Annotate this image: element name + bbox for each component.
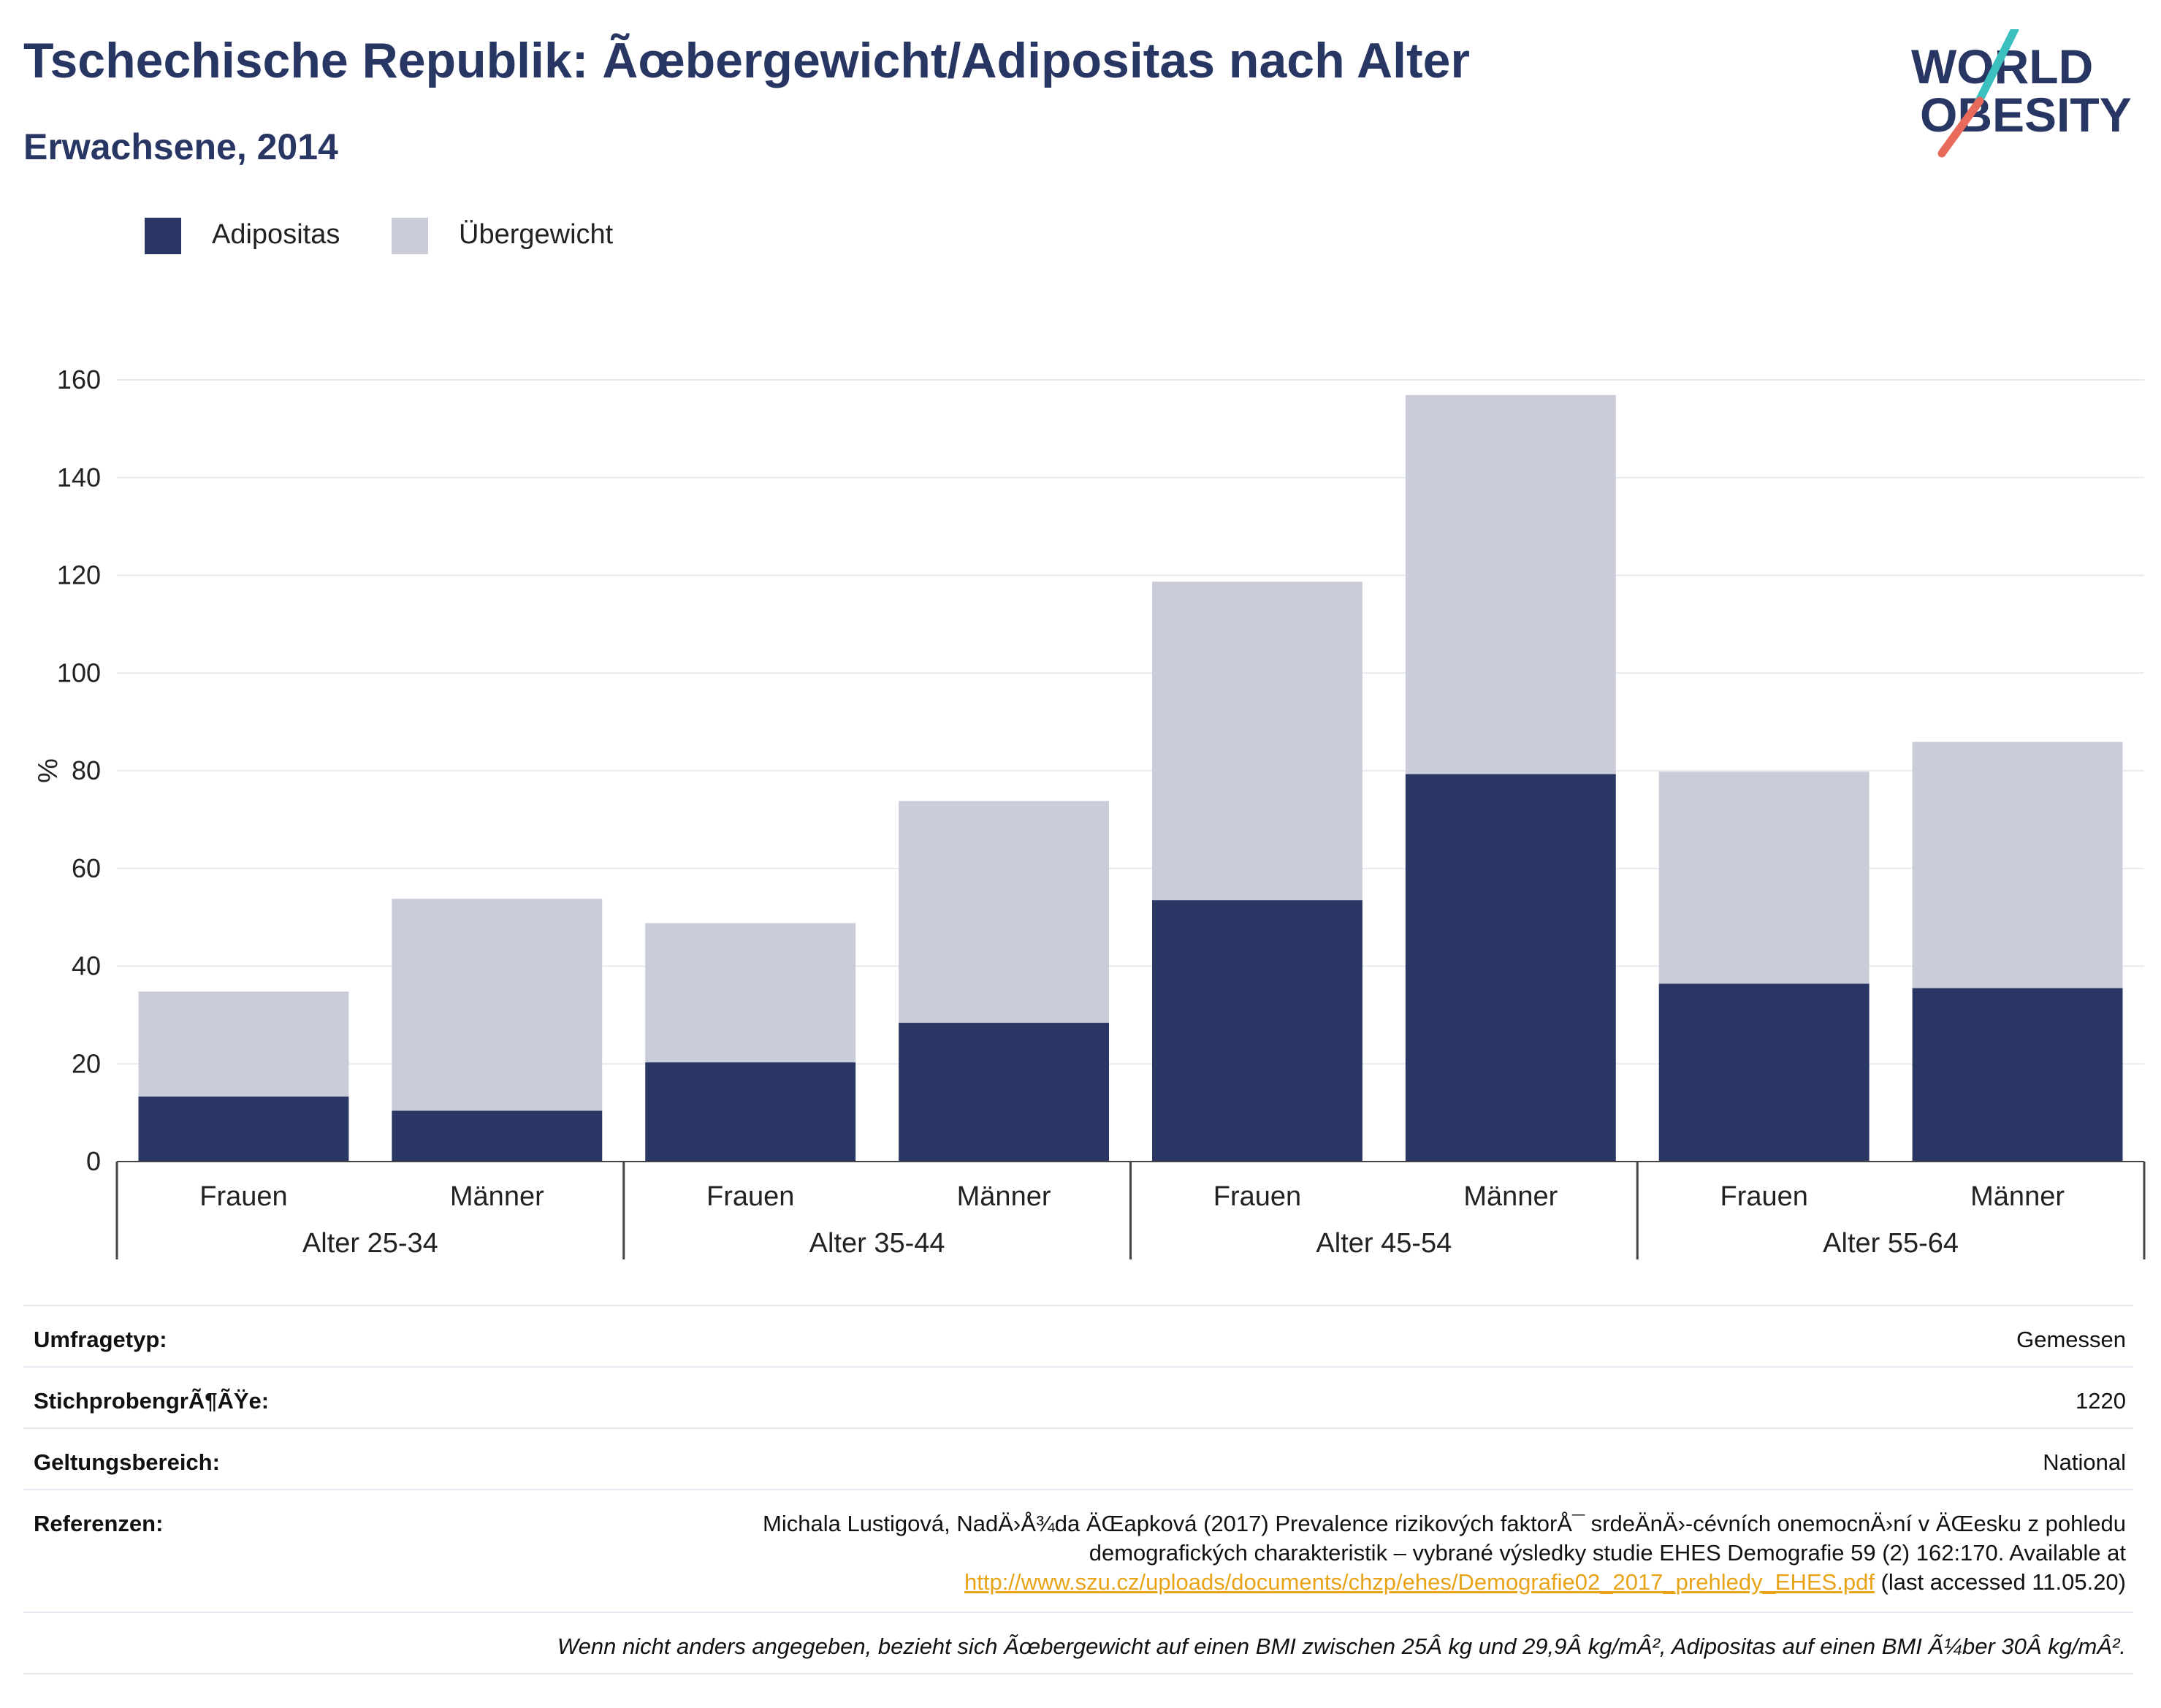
y-tick-label: 120	[57, 560, 101, 590]
scope-value: National	[2043, 1449, 2126, 1475]
info-row-footnote: Wenn nicht anders angegeben, bezieht sic…	[23, 1612, 2133, 1674]
y-tick-label: 0	[86, 1146, 101, 1176]
bar-chart: 0 20 40 60 80 100 120 140 160% Frauen Männer Frauen…	[33, 365, 2146, 1259]
reference-accessed: (last accessed 11.05.20)	[1874, 1569, 2126, 1595]
bar-uebergewicht[interactable]	[392, 899, 603, 1111]
x-group-label: Alter 45-54	[1316, 1228, 1452, 1259]
footnote: Wenn nicht anders angegeben, bezieht sic…	[557, 1633, 2126, 1659]
reference-link[interactable]: http://www.szu.cz/uploads/documents/chzp…	[964, 1569, 1875, 1595]
references-value: Michala Lustigová, NadÄ›Å¾da ÄŒapková (2…	[519, 1509, 2126, 1597]
x-category-label: Frauen	[199, 1181, 287, 1212]
bar-uebergewicht[interactable]	[138, 991, 349, 1097]
x-category-label: Männer	[957, 1181, 1051, 1212]
x-category-label: Frauen	[1213, 1181, 1301, 1212]
bar-uebergewicht[interactable]	[1658, 771, 1870, 984]
reference-line-3: http://www.szu.cz/uploads/documents/chzp…	[519, 1568, 2126, 1597]
bar-adipositas[interactable]	[1405, 774, 1616, 1162]
survey-type-label: Umfragetyp:	[34, 1327, 167, 1352]
survey-type-value: Gemessen	[2016, 1327, 2126, 1352]
y-axis-title: %	[33, 758, 64, 783]
y-tick-label: 80	[72, 755, 101, 785]
bar-uebergewicht[interactable]	[1912, 741, 2123, 988]
info-row-survey-type: Umfragetyp: Gemessen	[23, 1305, 2133, 1366]
logo-slash-teal	[1974, 29, 2019, 107]
chart-subtitle: Erwachsene, 2014	[23, 126, 338, 167]
bar-adipositas[interactable]	[899, 1023, 1110, 1162]
info-row-scope: Geltungsbereich: National	[23, 1427, 2133, 1489]
bar-adipositas[interactable]	[1151, 900, 1362, 1162]
bar-uebergewicht[interactable]	[645, 923, 856, 1063]
bar-uebergewicht[interactable]	[1151, 582, 1362, 901]
reference-line-2: demografických charakteristik – vybrané …	[1089, 1540, 2126, 1566]
y-tick-label: 60	[72, 853, 101, 883]
sample-size-value: 1220	[2076, 1388, 2126, 1414]
x-category-label: Männer	[1970, 1181, 2065, 1212]
bar-adipositas[interactable]	[1658, 983, 1870, 1162]
logo-slash-coral	[1937, 96, 1984, 158]
chart-title: Tschechische Republik: Ãœbergewicht/Adip…	[23, 33, 1470, 88]
scope-label: Geltungsbereich:	[34, 1449, 220, 1475]
legend-label-adipositas: Adipositas	[212, 219, 340, 250]
bar-uebergewicht[interactable]	[1405, 394, 1616, 774]
reference-line-1: Michala Lustigová, NadÄ›Å¾da ÄŒapková (2…	[763, 1511, 2126, 1536]
x-group-label: Alter 35-44	[809, 1228, 945, 1259]
bar-adipositas[interactable]	[392, 1110, 603, 1162]
legend-label-uebergewicht: Übergewicht	[459, 219, 614, 250]
info-row-references: Referenzen: Michala Lustigová, NadÄ›Å¾da…	[23, 1489, 2133, 1612]
x-category-label: Frauen	[1720, 1181, 1807, 1212]
x-group-label: Alter 55-64	[1823, 1228, 1959, 1259]
axes: 0 20 40 60 80 100 120 140 160% Frauen Männer Frauen…	[33, 365, 2146, 1259]
x-category-label: Männer	[450, 1181, 544, 1212]
y-tick-label: 40	[72, 951, 101, 981]
y-tick-label: 20	[72, 1048, 101, 1078]
bar-adipositas[interactable]	[138, 1097, 349, 1162]
x-category-label: Frauen	[706, 1181, 794, 1212]
sample-size-label: StichprobengrÃ¶ÃŸe:	[34, 1388, 270, 1414]
world-obesity-logo: WORLD OBESITY	[1911, 29, 2132, 158]
bar-adipositas[interactable]	[1912, 988, 2123, 1162]
references-label: Referenzen:	[34, 1511, 164, 1536]
x-group-label: Alter 25-34	[302, 1228, 438, 1259]
y-tick-label: 140	[57, 462, 101, 492]
bars	[138, 394, 2123, 1162]
legend-swatch-adipositas	[145, 218, 181, 254]
y-tick-label: 160	[57, 365, 101, 394]
info-table: Umfragetyp: Gemessen StichprobengrÃ¶ÃŸe:…	[23, 1305, 2133, 1674]
y-tick-label: 100	[57, 657, 101, 687]
bar-adipositas[interactable]	[645, 1062, 856, 1162]
info-row-sample-size: StichprobengrÃ¶ÃŸe: 1220	[23, 1366, 2133, 1427]
legend-swatch-uebergewicht	[392, 218, 428, 254]
x-category-label: Männer	[1463, 1181, 1558, 1212]
bar-uebergewicht[interactable]	[899, 801, 1110, 1023]
